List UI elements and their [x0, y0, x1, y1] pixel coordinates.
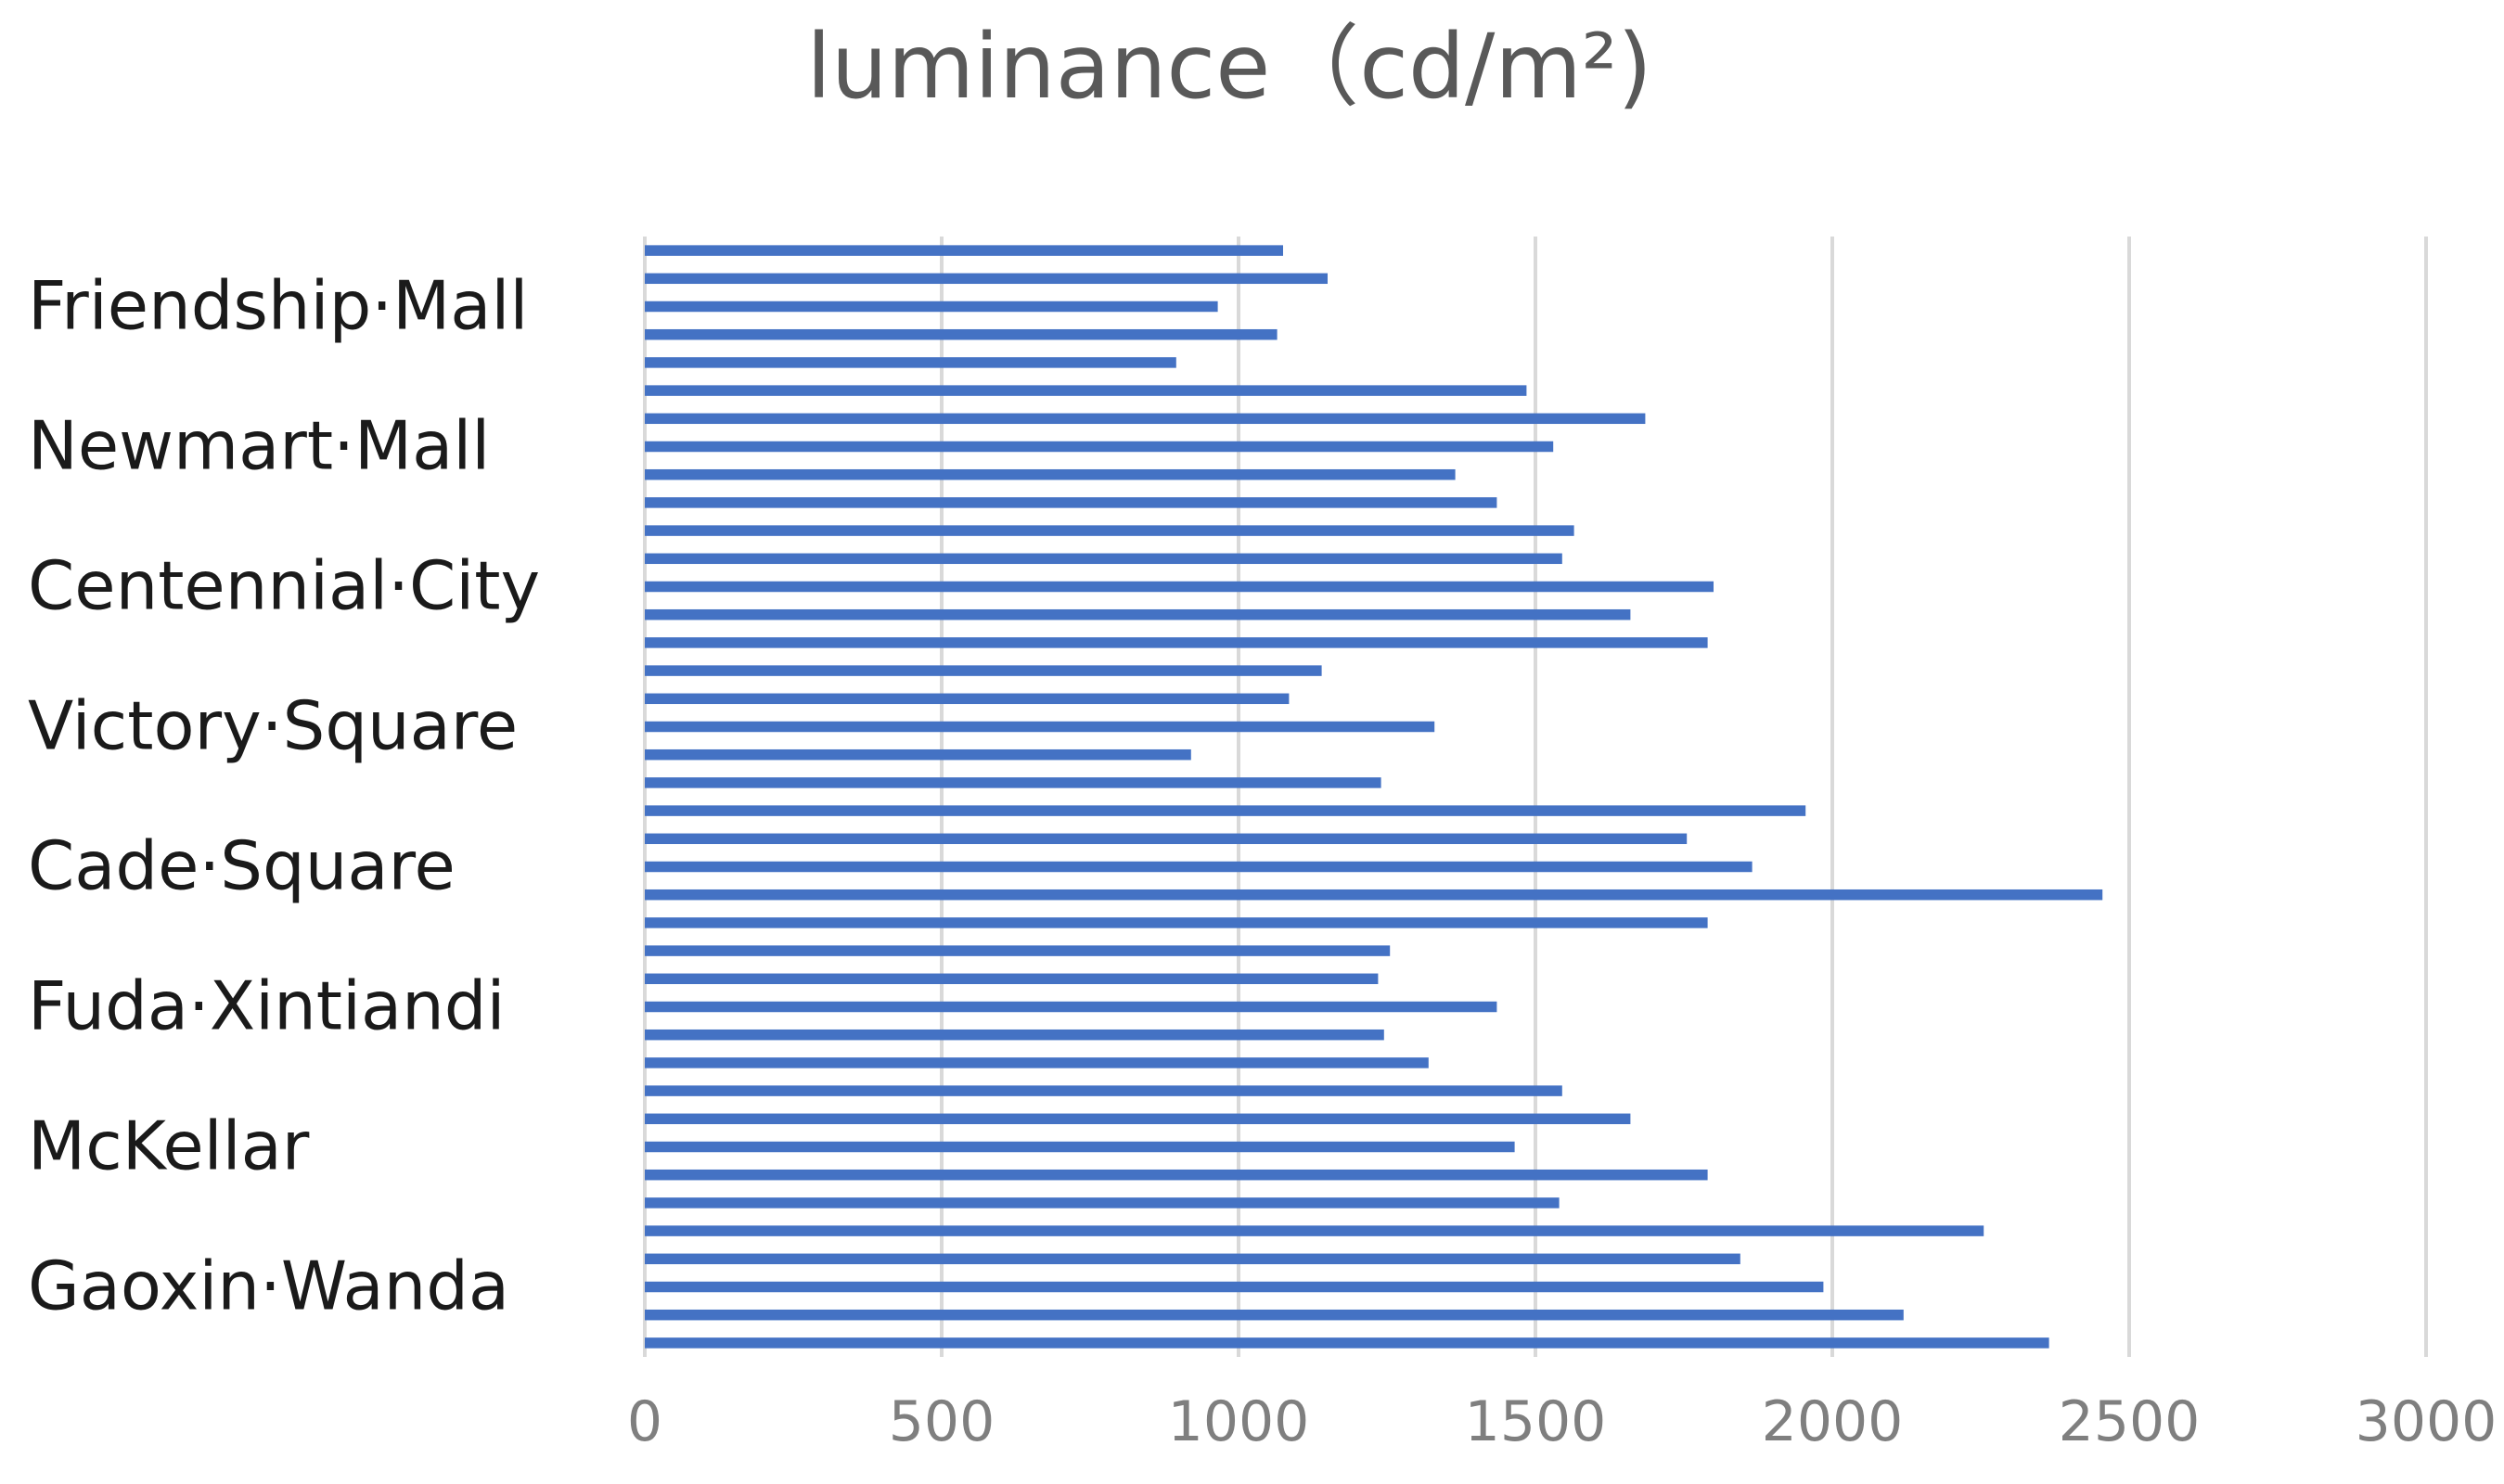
bar-friendship-mall-1 [645, 245, 1283, 256]
bar-fuda-xintiandi-5 [645, 1057, 1429, 1068]
bar-centennial-city-4 [645, 608, 1631, 620]
x-tick-label-2000: 2000 [1762, 1389, 1904, 1454]
bar-centennial-city-1 [645, 525, 1574, 536]
x-tick-label-1000: 1000 [1168, 1389, 1310, 1454]
bar-friendship-mall-4 [645, 328, 1278, 340]
bar-cade-square-3 [645, 861, 1753, 873]
category-label-1: Newmart·Mall [28, 407, 490, 485]
x-tick-label-3000: 3000 [2356, 1389, 2498, 1454]
category-label-3: Victory·Square [28, 687, 518, 765]
bar-newmart-mall-5 [645, 497, 1497, 508]
bar-cade-square-4 [645, 889, 2103, 901]
bar-cade-square-5 [645, 917, 1708, 928]
x-tick-label-1500: 1500 [1465, 1389, 1607, 1454]
bar-gaoxin-wanda-4 [645, 1309, 1904, 1321]
category-label-0: Friendship·Mall [28, 267, 528, 345]
category-label-5: Fuda·Xintiandi [28, 967, 505, 1045]
bar-mckellar-1 [645, 1085, 1562, 1096]
bar-gaoxin-wanda-2 [645, 1253, 1740, 1265]
x-tick-label-500: 500 [889, 1389, 995, 1454]
bar-fuda-xintiandi-4 [645, 1029, 1384, 1041]
bar-fuda-xintiandi-1 [645, 945, 1391, 956]
category-label-4: Cade·Square [28, 827, 456, 905]
bar-fuda-xintiandi-3 [645, 1001, 1497, 1013]
bar-friendship-mall-5 [645, 357, 1176, 368]
bar-friendship-mall-3 [645, 301, 1218, 313]
x-tick-label-2500: 2500 [2059, 1389, 2201, 1454]
gridlines [643, 237, 2428, 1357]
bar-gaoxin-wanda-5 [645, 1337, 2049, 1349]
bar-newmart-mall-3 [645, 441, 1554, 453]
bar-victory-square-2 [645, 693, 1290, 705]
bar-victory-square-5 [645, 777, 1381, 788]
bar-newmart-mall-4 [645, 468, 1456, 480]
chart-title: luminance（cd/m²) [806, 15, 1652, 119]
bar-gaoxin-wanda-1 [645, 1225, 1984, 1236]
x-tick-label-0: 0 [627, 1389, 662, 1454]
bar-centennial-city-3 [645, 581, 1714, 593]
bar-mckellar-3 [645, 1141, 1515, 1153]
bar-fuda-xintiandi-2 [645, 973, 1379, 985]
bar-friendship-mall-2 [645, 273, 1328, 285]
bar-centennial-city-2 [645, 553, 1562, 565]
category-label-7: Gaoxin·Wanda [28, 1247, 509, 1325]
bar-newmart-mall-2 [645, 413, 1646, 425]
bar-centennial-city-5 [645, 637, 1708, 648]
bar-newmart-mall-1 [645, 385, 1527, 396]
category-label-6: McKellar [28, 1107, 310, 1185]
bar-mckellar-2 [645, 1113, 1631, 1125]
bar-victory-square-4 [645, 748, 1191, 761]
bar-victory-square-3 [645, 721, 1435, 733]
bar-mckellar-4 [645, 1169, 1708, 1181]
bar-cade-square-1 [645, 805, 1806, 816]
category-labels: Friendship·Mall Newmart·Mall Centennial·Ci… [28, 267, 540, 1325]
bar-cade-square-2 [645, 833, 1688, 845]
category-label-2: Centennial·City [28, 547, 540, 625]
bars [645, 245, 2103, 1349]
bar-victory-square-1 [645, 665, 1322, 676]
bar-mckellar-5 [645, 1197, 1560, 1209]
x-tick-labels: 0 500 1000 1500 2000 2500 3000 [627, 1389, 2497, 1454]
bar-gaoxin-wanda-3 [645, 1281, 1824, 1293]
